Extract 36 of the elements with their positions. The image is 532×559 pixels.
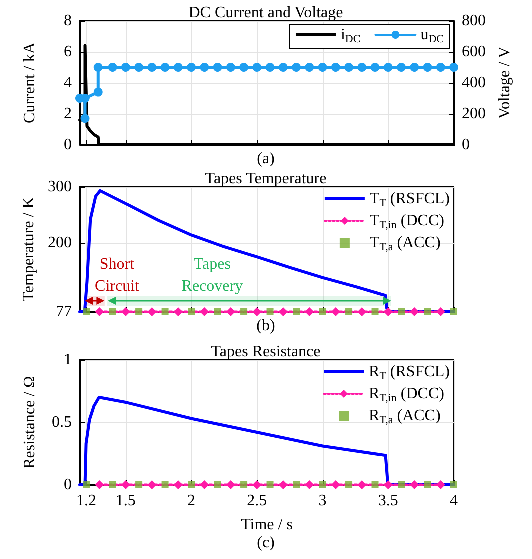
y-tick-label: 0 — [64, 476, 72, 494]
chart-title: Tapes Resistance — [211, 344, 321, 360]
y2-tick-label: 0 — [462, 136, 470, 154]
band-label: Tapes Recovery — [180, 255, 244, 297]
chart-title: DC Current and Voltage — [188, 4, 344, 22]
x-tick-label: 1.5 — [116, 492, 136, 510]
y-tick-label: 2 — [64, 106, 72, 122]
y2-tick-label: 400 — [462, 74, 486, 92]
y-tick-label: 8 — [64, 12, 72, 30]
x-tick-label: 1.2 — [76, 492, 97, 510]
x-tick-label: 3 — [318, 492, 327, 510]
y2-axis-title: Voltage / V — [496, 46, 514, 120]
y-tick-label: 200 — [48, 234, 72, 252]
x-tick-label: 2 — [188, 492, 196, 510]
y2-tick-label: 800 — [462, 12, 486, 30]
x-tick-label: 4 — [450, 492, 458, 510]
text: (a) — [257, 150, 275, 168]
y-axis-title: Current / kA — [22, 42, 38, 124]
y-tick-label: 300 — [48, 178, 72, 196]
x-tick-label: 3.5 — [378, 492, 398, 510]
y2-tick-label: 200 — [462, 106, 486, 122]
text: (c) — [257, 534, 275, 552]
y-tick-label: 6 — [64, 44, 72, 60]
y-tick-label: 4 — [64, 74, 72, 92]
y-tick-label: 77 — [56, 304, 72, 320]
chart-title: Tapes Temperature — [205, 170, 327, 188]
y-tick-label: 1 — [64, 352, 72, 368]
y-axis-title: Resistance / Ω — [22, 376, 38, 469]
y-axis-title: Temperature / K — [20, 196, 38, 302]
text: (b) — [256, 318, 276, 334]
band-label: Short Circuit — [94, 255, 140, 297]
y2-tick-label: 600 — [462, 44, 486, 60]
y-tick-label: 0.5 — [52, 414, 72, 431]
x-tick-label: 2.5 — [247, 492, 268, 510]
x-axis-title: Time / s — [241, 516, 293, 534]
y-tick-label: 0 — [64, 136, 72, 154]
